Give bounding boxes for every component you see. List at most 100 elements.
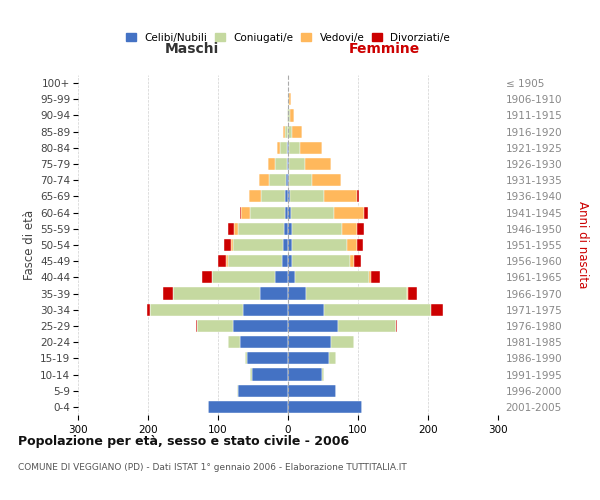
Bar <box>150 304 242 316</box>
Bar <box>275 158 287 170</box>
Bar <box>288 401 361 413</box>
Bar <box>289 174 312 186</box>
Bar <box>251 368 288 380</box>
Bar <box>284 206 288 218</box>
Bar <box>197 320 233 332</box>
Bar <box>288 142 289 154</box>
Bar <box>290 190 324 202</box>
Bar <box>173 288 260 300</box>
Bar <box>288 126 292 138</box>
Bar <box>338 320 396 332</box>
Bar <box>262 190 285 202</box>
Bar <box>242 304 288 316</box>
Bar <box>287 158 288 170</box>
Bar <box>228 255 283 268</box>
Bar <box>292 222 342 235</box>
Bar <box>431 304 443 316</box>
Bar <box>288 93 289 106</box>
Bar <box>238 384 288 397</box>
Bar <box>334 206 364 218</box>
Bar <box>292 239 347 251</box>
Text: COMUNE DI VEGGIANO (PD) - Dati ISTAT 1° gennaio 2006 - Elaborazione TUTTITALIA.I: COMUNE DI VEGGIANO (PD) - Dati ISTAT 1° … <box>18 462 407 471</box>
Bar <box>247 352 288 364</box>
Bar <box>285 190 288 202</box>
Bar <box>364 206 368 218</box>
Bar <box>289 158 305 170</box>
Bar <box>260 288 288 300</box>
Text: Popolazione per età, sesso e stato civile - 2006: Popolazione per età, sesso e stato civil… <box>18 435 349 448</box>
Bar <box>329 352 335 364</box>
Bar <box>284 222 288 235</box>
Bar <box>163 288 173 300</box>
Bar <box>288 158 289 170</box>
Bar <box>234 222 238 235</box>
Text: Femmine: Femmine <box>349 42 420 56</box>
Text: Maschi: Maschi <box>164 42 218 56</box>
Bar <box>350 255 354 268</box>
Legend: Celibi/Nubili, Coniugati/e, Vedovi/e, Divorziati/e: Celibi/Nubili, Coniugati/e, Vedovi/e, Di… <box>126 32 450 42</box>
Bar <box>368 272 371 283</box>
Bar <box>288 288 305 300</box>
Bar <box>324 190 358 202</box>
Bar <box>408 288 417 300</box>
Bar <box>226 255 228 268</box>
Bar <box>283 126 284 138</box>
Bar <box>259 174 269 186</box>
Bar <box>228 222 234 235</box>
Bar <box>146 304 150 316</box>
Bar <box>292 126 302 138</box>
Bar <box>288 352 329 364</box>
Bar <box>249 190 262 202</box>
Bar <box>407 288 408 300</box>
Bar <box>292 255 350 268</box>
Bar <box>371 272 380 283</box>
Bar <box>322 368 324 380</box>
Bar <box>269 174 286 186</box>
Bar <box>240 206 241 218</box>
Bar <box>295 272 368 283</box>
Bar <box>284 126 288 138</box>
Bar <box>241 206 250 218</box>
Bar <box>283 239 288 251</box>
Bar <box>288 255 292 268</box>
Bar <box>300 142 322 154</box>
Bar <box>287 110 288 122</box>
Bar <box>228 336 241 348</box>
Bar <box>288 222 292 235</box>
Bar <box>288 320 338 332</box>
Bar <box>288 368 322 380</box>
Bar <box>331 336 354 348</box>
Bar <box>218 255 226 268</box>
Bar <box>233 239 283 251</box>
Bar <box>305 158 331 170</box>
Bar <box>202 272 212 283</box>
Bar <box>289 93 291 106</box>
Bar <box>335 384 337 397</box>
Bar <box>288 272 295 283</box>
Bar <box>288 239 292 251</box>
Bar <box>287 142 288 154</box>
Bar <box>241 336 288 348</box>
Bar <box>277 142 280 154</box>
Bar <box>305 288 407 300</box>
Bar <box>288 304 325 316</box>
Bar <box>358 190 359 202</box>
Bar <box>230 239 233 251</box>
Bar <box>238 222 284 235</box>
Bar <box>224 239 230 251</box>
Bar <box>245 352 247 364</box>
Bar <box>288 174 289 186</box>
Bar <box>288 206 291 218</box>
Bar <box>288 110 290 122</box>
Bar <box>358 222 364 235</box>
Bar <box>275 272 288 283</box>
Bar <box>288 190 290 202</box>
Bar <box>289 142 300 154</box>
Y-axis label: Fasce di età: Fasce di età <box>23 210 36 280</box>
Bar <box>325 304 431 316</box>
Bar <box>233 320 288 332</box>
Bar <box>342 222 358 235</box>
Bar <box>356 239 363 251</box>
Bar <box>396 320 397 332</box>
Bar <box>268 158 275 170</box>
